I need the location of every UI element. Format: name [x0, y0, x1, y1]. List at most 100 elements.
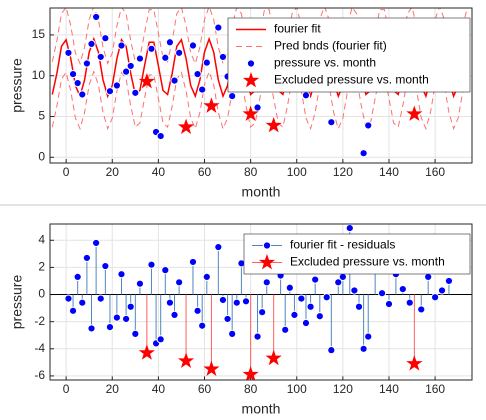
- point-marker: [253, 103, 262, 112]
- point-marker: [188, 257, 198, 267]
- point-marker: [384, 299, 394, 309]
- point-marker: [306, 302, 315, 311]
- axes: 0 20 40 60 80 100 120 140 160 -6 -4 -2 0 2 4 month press…: [9, 223, 473, 417]
- point-marker: [131, 88, 140, 97]
- star-marker: [242, 105, 259, 121]
- point-marker: [126, 302, 135, 311]
- data-layer: [50, 224, 472, 380]
- x-tick-label: 0: [63, 382, 70, 396]
- point-marker: [126, 61, 135, 71]
- point-marker: [92, 238, 101, 248]
- point-marker: [87, 324, 96, 333]
- x-tick-label: 160: [425, 165, 445, 179]
- point-marker: [112, 313, 121, 322]
- point-marker: [198, 321, 207, 330]
- star-marker: [242, 366, 259, 380]
- point-marker: [223, 314, 232, 324]
- point-marker: [170, 76, 179, 85]
- legend-swatch: [258, 253, 276, 270]
- point-marker: [117, 41, 126, 50]
- point-marker: [121, 314, 131, 324]
- point-marker: [202, 58, 211, 67]
- axes-box: [49, 7, 473, 164]
- point-marker: [135, 54, 145, 63]
- star-marker: [138, 344, 155, 360]
- point-marker: [301, 318, 311, 328]
- y-tick-label: 15: [32, 27, 46, 41]
- x-tick-label: 120: [333, 165, 353, 179]
- legend-label: pressure vs. month: [274, 56, 376, 70]
- point-marker: [364, 121, 373, 130]
- x-tick-label: 80: [244, 382, 258, 396]
- point-marker: [431, 293, 440, 302]
- y-tick-label: 0: [38, 149, 45, 163]
- y-axis-label: pressure: [9, 275, 25, 330]
- point-marker: [175, 278, 184, 287]
- point-marker: [68, 69, 78, 79]
- point-marker: [327, 118, 336, 127]
- point-marker: [258, 308, 267, 317]
- point-marker: [73, 78, 82, 88]
- y-tick-label: -4: [34, 341, 45, 355]
- point-marker: [161, 266, 170, 275]
- legend: fourier fit - residuals Excluded pressure…: [243, 233, 471, 275]
- legend-label: fourier fit: [274, 22, 321, 36]
- point-marker: [297, 294, 306, 303]
- x-axis-label: month: [242, 401, 281, 417]
- star-marker: [177, 118, 195, 135]
- point-marker: [82, 253, 91, 263]
- legend-swatch: [246, 59, 256, 68]
- point-marker: [218, 295, 228, 305]
- point-marker: [334, 278, 343, 287]
- point-marker: [322, 293, 331, 302]
- x-tick-label: 40: [152, 382, 166, 396]
- point-marker: [193, 306, 202, 315]
- legend-swatch: [242, 71, 260, 88]
- point-marker: [117, 270, 126, 279]
- point-marker: [359, 149, 368, 158]
- point-marker: [96, 294, 105, 303]
- star-marker: [406, 105, 423, 121]
- x-tick-label: 0: [63, 165, 70, 179]
- y-tick-label: 0: [38, 287, 45, 301]
- point-marker: [175, 48, 184, 57]
- x-tick-label: 100: [287, 382, 307, 396]
- x-axis-label: month: [242, 184, 281, 200]
- point-marker: [444, 276, 454, 286]
- point-marker: [354, 302, 364, 311]
- point-marker: [170, 310, 179, 319]
- point-marker: [198, 85, 207, 94]
- point-marker: [131, 329, 140, 338]
- point-marker: [437, 286, 447, 295]
- point-marker: [64, 294, 73, 303]
- x-tick-label: 160: [425, 382, 445, 396]
- point-marker: [202, 272, 211, 282]
- y-tick-label: 10: [32, 68, 46, 82]
- point-marker: [228, 329, 237, 338]
- point-marker: [101, 34, 110, 43]
- legend-label: Pred bnds (fourier fit): [274, 39, 387, 53]
- x-tick-label: 20: [106, 165, 120, 179]
- y-tick-label: 4: [38, 232, 45, 246]
- point-marker: [232, 298, 241, 307]
- point-marker: [214, 23, 223, 32]
- point-marker: [241, 297, 251, 306]
- point-marker: [262, 278, 271, 287]
- star-marker: [177, 352, 195, 368]
- y-tick-label: 2: [38, 260, 45, 274]
- y-tick-label: 5: [38, 109, 45, 123]
- y-axis-label: pressure: [9, 58, 25, 113]
- point-marker: [156, 131, 165, 141]
- x-tick-label: 40: [152, 165, 166, 179]
- point-marker: [82, 59, 91, 68]
- point-marker: [64, 48, 73, 57]
- point-marker: [281, 325, 290, 334]
- star-marker: [203, 360, 220, 377]
- legend-label: Excluded pressure vs. month: [290, 255, 445, 269]
- legend-label: fourier fit - residuals: [290, 238, 395, 252]
- point-marker: [135, 279, 145, 288]
- star-marker: [265, 349, 282, 366]
- star-marker: [406, 355, 423, 371]
- legend-swatch: [262, 241, 272, 250]
- x-tick-label: 20: [106, 382, 120, 396]
